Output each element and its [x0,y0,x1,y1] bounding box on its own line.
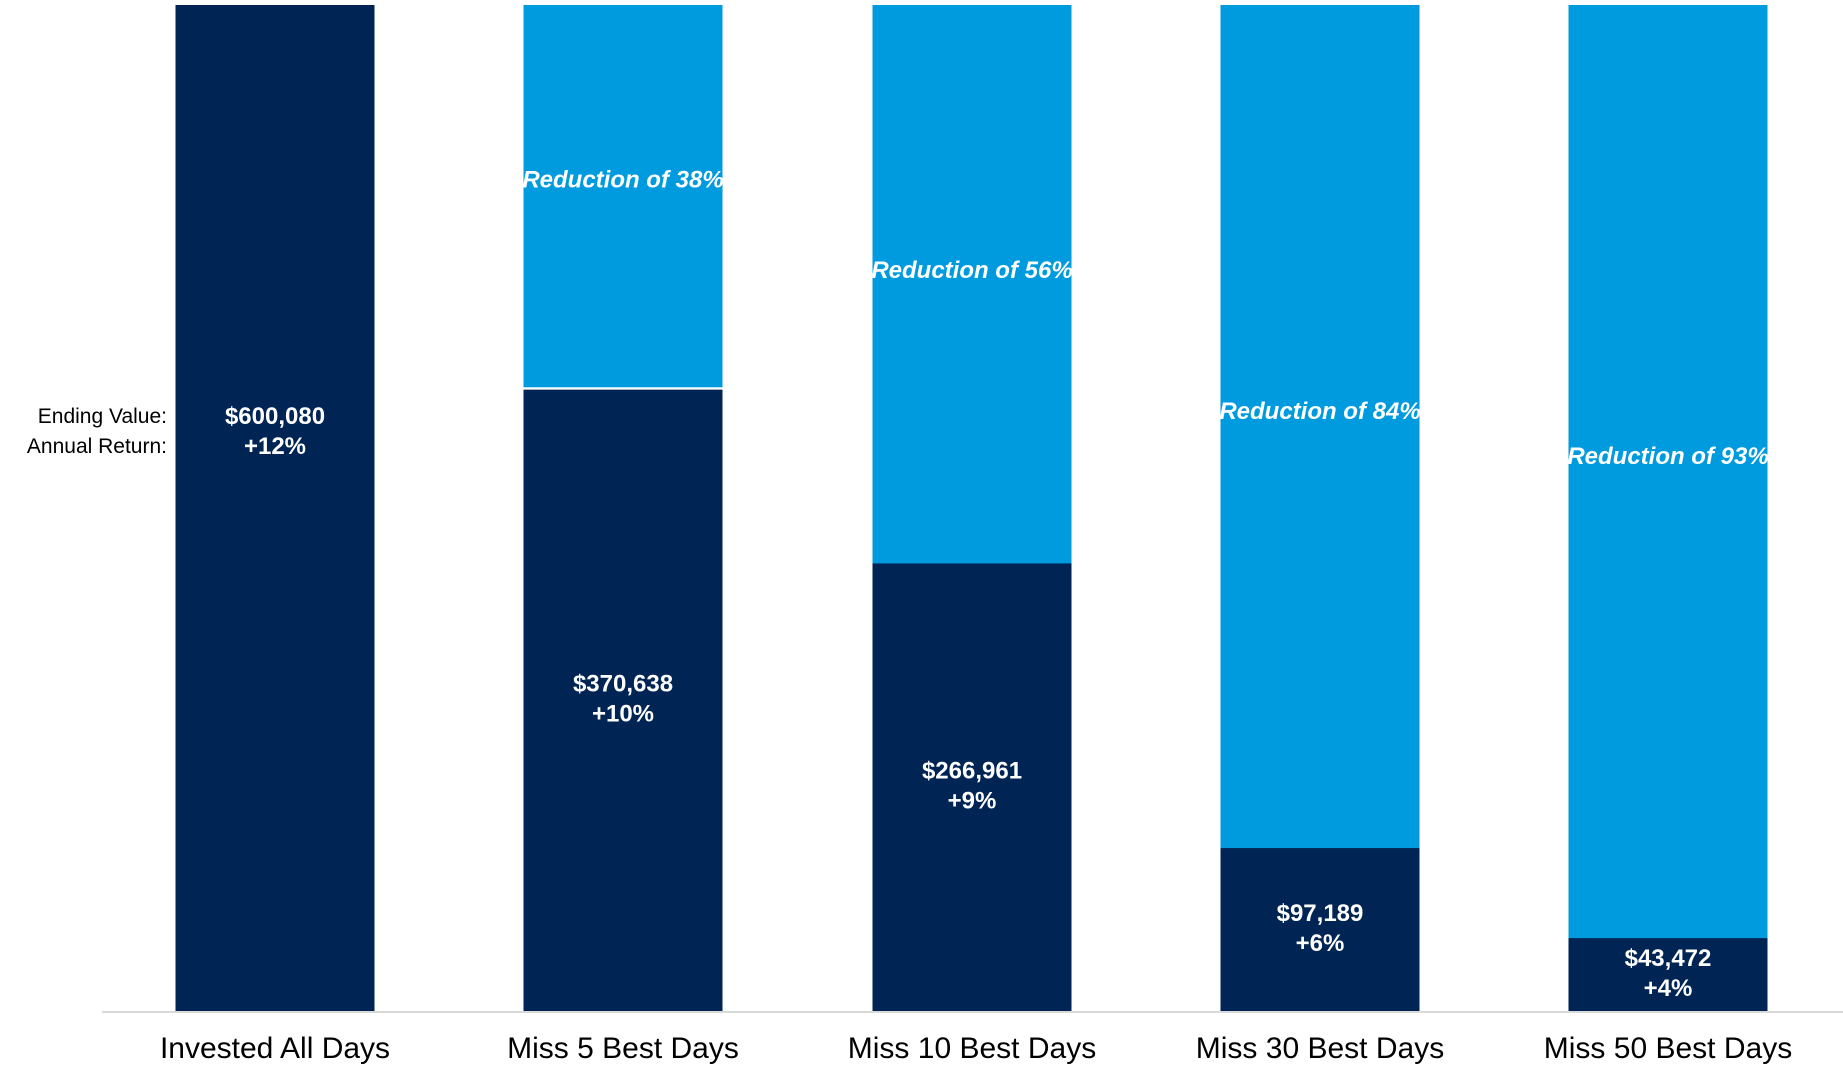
x-tick-label: Miss 5 Best Days [507,1032,739,1065]
reduction-segment [523,5,723,388]
value-label: $370,638 [573,671,673,698]
value-label: $266,961 [922,758,1022,785]
return-label: +6% [1296,930,1345,957]
x-tick-label: Invested All Days [160,1032,390,1065]
return-label: +12% [244,433,306,460]
reduction-label: Reduction of 84% [1219,398,1420,425]
x-tick-label: Miss 30 Best Days [1196,1032,1444,1065]
value-segment [175,5,375,1011]
value-segment [872,563,1072,1011]
return-label: +4% [1644,975,1693,1002]
value-label: $97,189 [1277,900,1364,927]
reduction-label: Reduction of 93% [1567,443,1768,470]
reduction-segment [1568,5,1768,941]
reduction-label: Reduction of 38% [522,166,723,193]
x-tick-label: Miss 50 Best Days [1544,1032,1792,1065]
row-label: Annual Return: [27,435,167,458]
value-label: $43,472 [1625,945,1712,972]
return-label: +10% [592,701,654,728]
reduction-segment [1220,5,1420,851]
reduction-segment [872,5,1072,569]
row-label: Ending Value: [38,405,167,428]
x-tick-label: Miss 10 Best Days [848,1032,1096,1065]
value-segment [1568,938,1768,1011]
reduction-label: Reduction of 56% [871,257,1072,284]
value-segment [1220,848,1420,1011]
value-label: $600,080 [225,403,325,430]
return-label: +9% [948,788,997,815]
value-segment [523,389,723,1011]
